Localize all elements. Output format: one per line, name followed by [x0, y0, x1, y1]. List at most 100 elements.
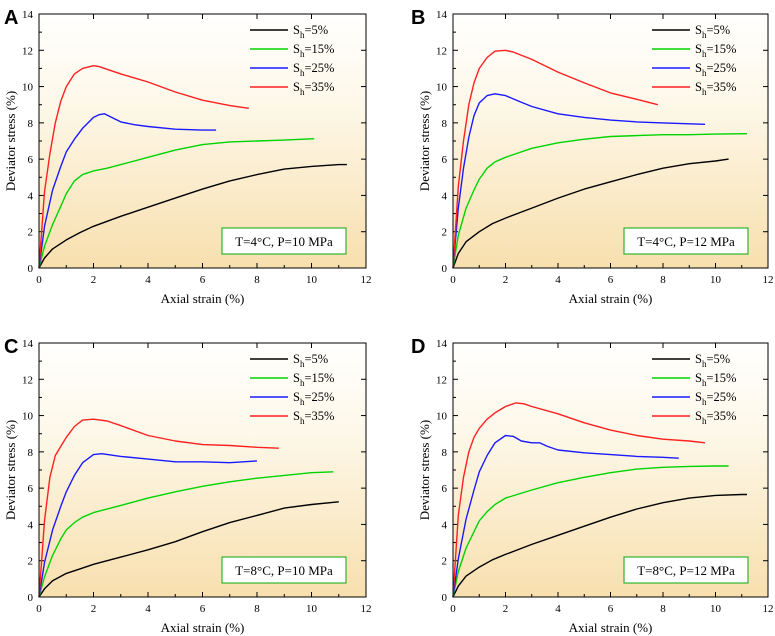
- legend-rest: =35%: [304, 80, 334, 94]
- y-tick-label: 12: [22, 374, 33, 386]
- x-tick-label: 6: [200, 603, 206, 615]
- legend-label-1: Sh=5%: [695, 23, 730, 40]
- x-tick-label: 6: [608, 274, 614, 286]
- legend-rest: =35%: [706, 80, 736, 94]
- legend-main: S: [293, 80, 300, 94]
- x-tick-label: 4: [555, 603, 561, 615]
- legend-sub: h: [702, 378, 707, 388]
- y-tick-label: 4: [28, 519, 34, 531]
- legend-label-2: Sh=15%: [695, 371, 736, 388]
- legend-sub: h: [300, 416, 305, 426]
- x-tick-label: 2: [91, 603, 97, 615]
- y-axis-label: Deviator stress (%): [3, 420, 18, 520]
- legend-label-4: Sh=35%: [293, 409, 334, 426]
- legend-rest: =15%: [304, 42, 334, 56]
- plot-frame: [38, 342, 367, 598]
- legend-main: S: [293, 42, 300, 56]
- y-axis-label: Deviator stress (%): [417, 91, 432, 191]
- legend-main: S: [695, 390, 702, 404]
- legend-main: S: [695, 409, 702, 423]
- plot-frame: [38, 13, 367, 269]
- legend-label-3: Sh=25%: [293, 390, 334, 407]
- x-tick-label: 8: [254, 274, 260, 286]
- y-tick-label: 4: [442, 519, 448, 531]
- x-tick-label: 12: [361, 274, 372, 286]
- chart-panel-c: C 0 2 4 6 8 10 12 0 2 4 6 8 10 12 14 Axial strain (%) Dev…: [3, 336, 372, 635]
- legend-sub: h: [300, 30, 305, 40]
- x-tick-label: 2: [91, 274, 97, 286]
- y-tick-label: 0: [28, 592, 34, 604]
- x-tick-label: 0: [450, 274, 456, 286]
- legend-sub: h: [300, 87, 305, 97]
- y-tick-label: 10: [22, 82, 34, 94]
- legend-main: S: [293, 23, 300, 37]
- legend-main: S: [695, 352, 702, 366]
- chart-panel-a: A 0 2 4 6 8 10 12 0 2 4 6 8 10 12 14 Axial strain (%) Dev…: [3, 7, 372, 306]
- panel-letter: C: [4, 336, 18, 358]
- y-tick-label: 6: [28, 483, 34, 495]
- x-axis-label: Axial strain (%): [161, 620, 245, 635]
- x-tick-label: 4: [145, 274, 151, 286]
- panel-letter: A: [4, 7, 18, 29]
- legend-label-2: Sh=15%: [293, 371, 334, 388]
- y-tick-label: 2: [442, 227, 448, 239]
- legend-label-1: Sh=5%: [293, 352, 328, 369]
- x-tick-label: 4: [145, 603, 151, 615]
- legend-label-3: Sh=25%: [695, 61, 736, 78]
- legend-label-1: Sh=5%: [695, 352, 730, 369]
- legend-rest: =15%: [706, 42, 736, 56]
- series-line-3: [38, 113, 217, 269]
- y-tick-label: 10: [436, 82, 448, 94]
- legend-sub: h: [300, 397, 305, 407]
- condition-label: T=4°C, P=10 MPa: [235, 234, 333, 249]
- legend-main: S: [293, 352, 300, 366]
- chart-panel-d: D 0 2 4 6 8 10 12 0 2 4 6 8 10 12 14 Axial strain (%) Dev…: [411, 336, 774, 635]
- x-tick-label: 8: [660, 603, 666, 615]
- x-tick-label: 12: [361, 603, 372, 615]
- legend-sub: h: [300, 359, 305, 369]
- y-tick-label: 8: [442, 118, 448, 130]
- panel-letter: B: [411, 7, 425, 29]
- y-tick-label: 14: [436, 338, 448, 350]
- y-tick-label: 8: [28, 447, 34, 459]
- legend-main: S: [293, 371, 300, 385]
- legend-main: S: [293, 409, 300, 423]
- y-tick-label: 2: [442, 556, 448, 568]
- y-tick-label: 0: [442, 592, 448, 604]
- y-tick-label: 10: [436, 411, 448, 423]
- plot-frame: [452, 13, 769, 269]
- legend-rest: =15%: [304, 371, 334, 385]
- legend-sub: h: [702, 68, 707, 78]
- legend-rest: =5%: [706, 352, 730, 366]
- legend-sub: h: [300, 68, 305, 78]
- y-axis-label: Deviator stress (%): [3, 91, 18, 191]
- x-tick-label: 4: [555, 274, 561, 286]
- x-tick-label: 8: [254, 603, 260, 615]
- x-tick-label: 10: [306, 274, 318, 286]
- legend-sub: h: [702, 397, 707, 407]
- legend-rest: =5%: [304, 23, 328, 37]
- x-tick-label: 2: [503, 274, 509, 286]
- series-line-4: [38, 64, 249, 269]
- series-line-4: [38, 418, 279, 598]
- series-line-1: [38, 163, 347, 269]
- y-tick-label: 12: [436, 45, 447, 57]
- legend-rest: =35%: [706, 409, 736, 423]
- x-tick-label: 8: [660, 274, 666, 286]
- legend-main: S: [293, 61, 300, 75]
- x-tick-label: 6: [200, 274, 206, 286]
- y-tick-label: 8: [28, 118, 34, 130]
- plot-area: [39, 343, 366, 597]
- legend-label-4: Sh=35%: [695, 80, 736, 97]
- plot-frame: [452, 342, 769, 598]
- legend-rest: =25%: [706, 390, 736, 404]
- y-tick-label: 12: [22, 45, 33, 57]
- plot-area: [453, 14, 768, 268]
- legend-sub: h: [702, 87, 707, 97]
- x-tick-label: 6: [608, 603, 614, 615]
- x-tick-label: 10: [306, 603, 318, 615]
- x-tick-label: 12: [763, 603, 774, 615]
- y-tick-label: 8: [442, 447, 448, 459]
- y-tick-label: 6: [28, 154, 34, 166]
